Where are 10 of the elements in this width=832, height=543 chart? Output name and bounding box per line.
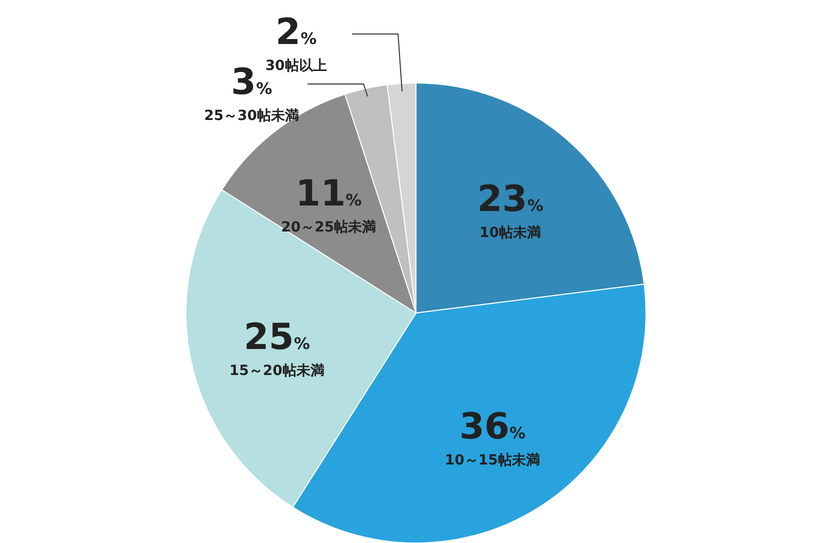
slice-label: 15～20帖未満	[229, 363, 324, 380]
slice-label: 20～25帖未満	[281, 219, 376, 236]
slice-label: 10帖未満	[480, 225, 542, 242]
slice-label: 25～30帖未満	[204, 108, 300, 124]
data-label: 11%	[296, 173, 362, 214]
data-label: 36%	[459, 406, 526, 448]
data-label: 2%	[276, 12, 317, 53]
data-label: 25%	[244, 317, 310, 358]
slice-label: 10～15帖未満	[444, 452, 540, 468]
data-label: 23%	[477, 179, 544, 220]
